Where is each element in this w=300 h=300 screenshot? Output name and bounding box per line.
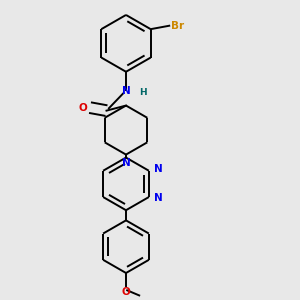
Text: H: H: [140, 88, 147, 97]
Text: O: O: [122, 287, 130, 297]
Text: Br: Br: [171, 21, 184, 31]
Text: N: N: [154, 164, 163, 174]
Text: N: N: [122, 86, 130, 96]
Text: O: O: [78, 103, 87, 112]
Text: N: N: [122, 158, 130, 168]
Text: N: N: [154, 193, 163, 202]
